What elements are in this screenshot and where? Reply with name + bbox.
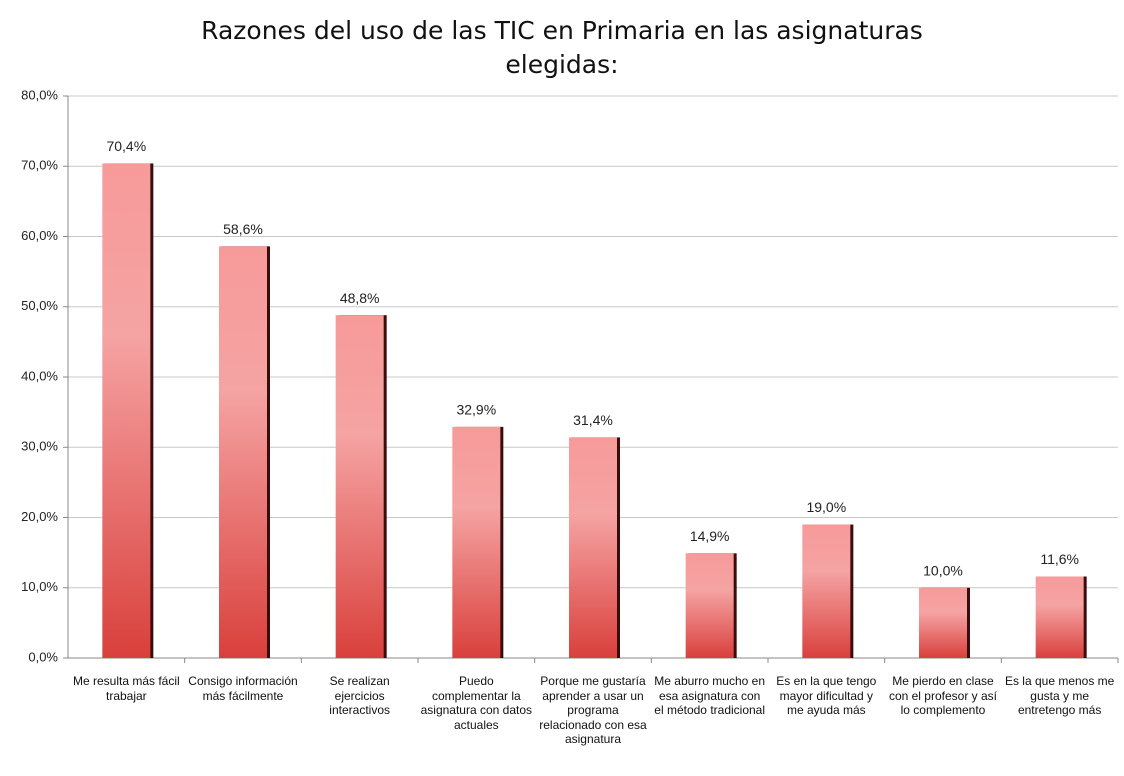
bar: [1035, 576, 1084, 658]
bar: [452, 426, 501, 658]
x-tick-label: Porque me gustaría aprender a usar un pr…: [539, 674, 647, 746]
x-tick-label: Se realizan ejercicios interactivos: [329, 674, 390, 717]
y-tick-label: 80,0%: [21, 87, 58, 102]
value-label: 48,8%: [340, 290, 380, 306]
x-tick-label: Me pierdo en clase con el profesor y así…: [888, 674, 998, 717]
y-tick-label: 50,0%: [21, 298, 58, 313]
x-tick-label: Me aburro mucho en esa asignatura con el…: [654, 674, 766, 717]
x-tick-label: Me resulta más fácil trabajar: [72, 674, 180, 703]
x-tick-label: Puedo complementar la asignatura con dat…: [420, 674, 533, 732]
y-tick-label: 30,0%: [21, 439, 58, 454]
value-label: 10,0%: [923, 562, 963, 578]
bar: [569, 437, 617, 658]
x-tick-label: Consigo información más fácilmente: [188, 674, 298, 703]
value-label: 32,9%: [456, 402, 496, 418]
bar: [919, 587, 967, 658]
value-label: 31,4%: [573, 412, 613, 428]
value-label: 14,9%: [690, 528, 730, 544]
bar: [102, 163, 151, 658]
y-tick-label: 20,0%: [21, 509, 58, 524]
y-tick-label: 40,0%: [21, 368, 58, 383]
bar: [802, 524, 851, 658]
value-label: 58,6%: [223, 221, 263, 237]
value-label: 70,4%: [106, 138, 146, 154]
bar: [219, 246, 267, 658]
chart-title: Razones del uso de las TIC en Primaria e…: [201, 16, 923, 79]
y-tick-label: 0,0%: [28, 649, 58, 664]
value-label: 11,6%: [1040, 551, 1079, 567]
x-tick-label: Es la que menos me gusta y me entretengo…: [1004, 674, 1115, 717]
y-tick-label: 10,0%: [21, 579, 58, 594]
y-tick-label: 60,0%: [21, 228, 58, 243]
value-label: 19,0%: [806, 499, 846, 515]
bar: [685, 553, 734, 658]
x-tick-label: Es en la que tengo mayor dificultad y me…: [776, 674, 877, 717]
bar: [335, 315, 384, 658]
y-tick-label: 70,0%: [21, 158, 58, 173]
